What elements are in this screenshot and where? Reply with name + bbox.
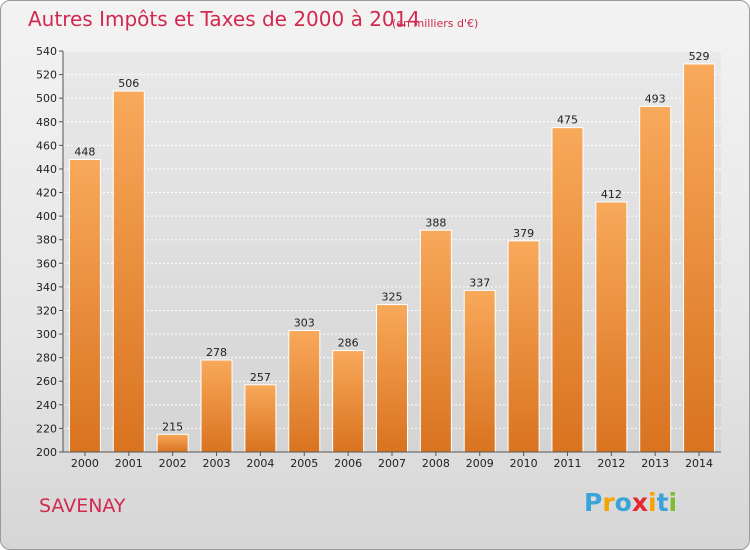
bar-2009 xyxy=(463,289,496,453)
x-tick-label: 2000 xyxy=(71,457,99,470)
x-tick-label: 2014 xyxy=(685,457,713,470)
value-label: 257 xyxy=(250,371,271,384)
logo-letter: x xyxy=(631,488,648,517)
x-tick-label: 2008 xyxy=(422,457,450,470)
logo-letter: i xyxy=(668,488,678,517)
value-label: 379 xyxy=(513,227,534,240)
city-name: SAVENAY xyxy=(39,495,126,517)
y-tick-label: 260 xyxy=(36,375,57,388)
bar-2005 xyxy=(288,330,321,453)
x-tick-label: 2002 xyxy=(159,457,187,470)
x-tick-label: 2007 xyxy=(378,457,406,470)
value-label: 278 xyxy=(206,346,227,359)
value-label: 475 xyxy=(557,114,578,127)
y-tick-label: 420 xyxy=(36,187,57,200)
bar-2001 xyxy=(112,90,145,453)
bar-2014 xyxy=(683,63,716,453)
bar-2011 xyxy=(551,127,584,453)
proxiti-logo: Proxiti xyxy=(584,488,677,517)
y-tick-label: 200 xyxy=(36,446,57,459)
logo-letter: P xyxy=(584,488,603,517)
bar-2004 xyxy=(244,384,277,453)
value-label: 303 xyxy=(294,317,315,330)
y-tick-label: 220 xyxy=(36,422,57,435)
y-tick-label: 400 xyxy=(36,210,57,223)
value-label: 286 xyxy=(338,337,359,350)
x-tick-label: 2012 xyxy=(597,457,625,470)
y-tick-label: 360 xyxy=(36,257,57,270)
y-tick-label: 380 xyxy=(36,234,57,247)
x-tick-label: 2013 xyxy=(641,457,669,470)
value-label: 337 xyxy=(469,276,490,289)
y-tick-label: 480 xyxy=(36,116,57,129)
chart-unit: (en milliers d'€) xyxy=(392,17,479,30)
y-tick-label: 340 xyxy=(36,281,57,294)
y-tick-label: 300 xyxy=(36,328,57,341)
bar-2003 xyxy=(200,359,233,453)
x-tick-label: 2005 xyxy=(290,457,318,470)
value-label: 325 xyxy=(382,291,403,304)
y-tick-label: 280 xyxy=(36,352,57,365)
x-tick-label: 2006 xyxy=(334,457,362,470)
bar-2007 xyxy=(376,304,408,453)
logo-letter: r xyxy=(602,488,615,517)
y-tick-label: 540 xyxy=(36,45,57,58)
y-tick-label: 520 xyxy=(36,69,57,82)
y-tick-label: 320 xyxy=(36,304,57,317)
x-tick-label: 2009 xyxy=(466,457,494,470)
x-tick-label: 2010 xyxy=(510,457,538,470)
logo-letter: t xyxy=(656,488,669,517)
value-label: 215 xyxy=(162,420,183,433)
value-label: 448 xyxy=(74,146,95,159)
bar-2006 xyxy=(332,350,365,453)
value-label: 529 xyxy=(689,50,710,63)
x-tick-label: 2003 xyxy=(203,457,231,470)
bar-2010 xyxy=(507,240,540,453)
chart-title: Autres Impôts et Taxes de 2000 à 2014 xyxy=(28,7,421,31)
y-tick-label: 240 xyxy=(36,399,57,412)
bar-2000 xyxy=(68,159,101,453)
x-tick-label: 2001 xyxy=(115,457,143,470)
value-label: 493 xyxy=(645,92,666,105)
bar-2008 xyxy=(419,229,452,453)
logo-letter: o xyxy=(614,488,632,517)
y-tick-label: 460 xyxy=(36,139,57,152)
y-tick-label: 440 xyxy=(36,163,57,176)
x-tick-label: 2004 xyxy=(246,457,274,470)
value-label: 506 xyxy=(118,77,139,90)
logo-letter: i xyxy=(648,488,657,517)
bar-2012 xyxy=(595,201,628,453)
bar-2013 xyxy=(639,105,672,453)
value-label: 412 xyxy=(601,188,622,201)
x-tick-label: 2011 xyxy=(553,457,581,470)
bar-2002 xyxy=(156,433,189,453)
y-tick-label: 500 xyxy=(36,92,57,105)
value-label: 388 xyxy=(425,216,446,229)
